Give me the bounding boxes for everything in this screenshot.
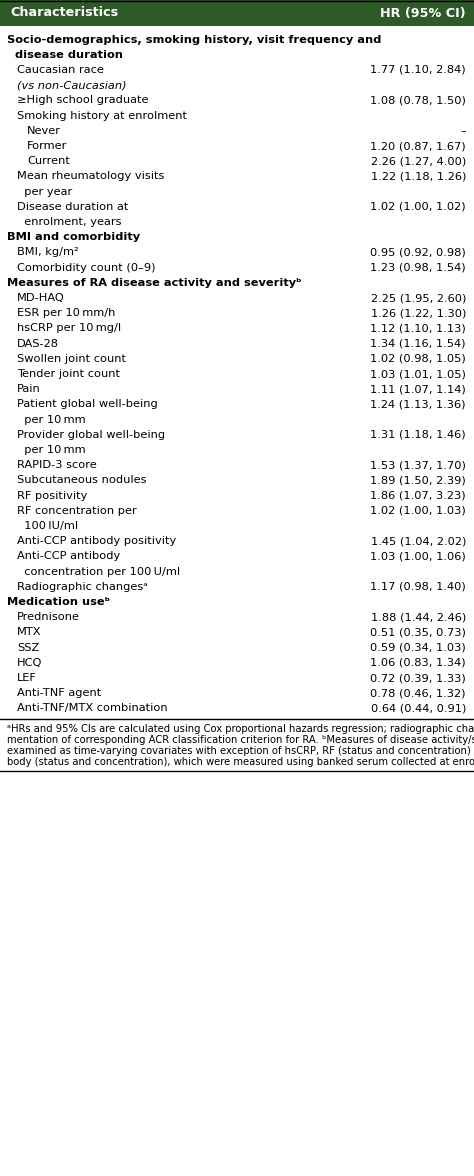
- Text: DAS-28: DAS-28: [17, 339, 59, 348]
- Text: per year: per year: [17, 187, 72, 196]
- Text: 1.45 (1.04, 2.02): 1.45 (1.04, 2.02): [371, 536, 466, 546]
- Text: Swollen joint count: Swollen joint count: [17, 354, 126, 363]
- Text: 1.24 (1.13, 1.36): 1.24 (1.13, 1.36): [371, 400, 466, 409]
- Text: Anti-TNF/MTX combination: Anti-TNF/MTX combination: [17, 703, 168, 714]
- Text: (vs non-Caucasian): (vs non-Caucasian): [17, 80, 127, 91]
- Text: 1.34 (1.16, 1.54): 1.34 (1.16, 1.54): [371, 339, 466, 348]
- Text: concentration per 100 U/ml: concentration per 100 U/ml: [17, 567, 180, 576]
- Text: BMI and comorbidity: BMI and comorbidity: [7, 232, 140, 242]
- Text: 0.51 (0.35, 0.73): 0.51 (0.35, 0.73): [370, 628, 466, 637]
- Text: SSZ: SSZ: [17, 642, 39, 653]
- Text: ≥High school graduate: ≥High school graduate: [17, 95, 148, 106]
- Text: RF concentration per: RF concentration per: [17, 506, 137, 516]
- Text: ESR per 10 mm/h: ESR per 10 mm/h: [17, 308, 115, 319]
- Text: Subcutaneous nodules: Subcutaneous nodules: [17, 475, 146, 486]
- Text: 0.78 (0.46, 1.32): 0.78 (0.46, 1.32): [371, 688, 466, 699]
- Text: 1.11 (1.07, 1.14): 1.11 (1.07, 1.14): [370, 385, 466, 394]
- Text: 1.17 (0.98, 1.40): 1.17 (0.98, 1.40): [370, 582, 466, 592]
- Text: ᵃHRs and 95% CIs are calculated using Cox proportional hazards regression; radio: ᵃHRs and 95% CIs are calculated using Co…: [7, 723, 474, 734]
- Text: Never: Never: [27, 126, 61, 135]
- Text: Socio-demographics, smoking history, visit frequency and: Socio-demographics, smoking history, vis…: [7, 34, 382, 45]
- Text: HR (95% CI): HR (95% CI): [380, 7, 466, 20]
- Text: 1.02 (0.98, 1.05): 1.02 (0.98, 1.05): [370, 354, 466, 363]
- Text: 0.95 (0.92, 0.98): 0.95 (0.92, 0.98): [370, 247, 466, 258]
- Text: Patient global well-being: Patient global well-being: [17, 400, 158, 409]
- Bar: [0, 0, 474, 26]
- Text: 1.20 (0.87, 1.67): 1.20 (0.87, 1.67): [370, 141, 466, 151]
- Text: 0.72 (0.39, 1.33): 0.72 (0.39, 1.33): [370, 673, 466, 683]
- Text: 1.89 (1.50, 2.39): 1.89 (1.50, 2.39): [370, 475, 466, 486]
- Text: enrolment, years: enrolment, years: [17, 218, 121, 227]
- Text: Tender joint count: Tender joint count: [17, 369, 120, 379]
- Text: 1.06 (0.83, 1.34): 1.06 (0.83, 1.34): [370, 657, 466, 668]
- Text: Medication useᵇ: Medication useᵇ: [7, 597, 110, 607]
- Text: 1.03 (1.01, 1.05): 1.03 (1.01, 1.05): [370, 369, 466, 379]
- Text: 1.31 (1.18, 1.46): 1.31 (1.18, 1.46): [370, 429, 466, 440]
- Text: examined as time-varying covariates with exception of hsCRP, RF (status and conc: examined as time-varying covariates with…: [7, 746, 474, 756]
- Text: 1.88 (1.44, 2.46): 1.88 (1.44, 2.46): [371, 613, 466, 622]
- Text: per 10 mm: per 10 mm: [17, 415, 86, 425]
- Text: 2.25 (1.95, 2.60): 2.25 (1.95, 2.60): [371, 293, 466, 303]
- Text: disease duration: disease duration: [7, 49, 123, 60]
- Text: Anti-CCP antibody: Anti-CCP antibody: [17, 552, 120, 561]
- Text: Disease duration at: Disease duration at: [17, 202, 128, 212]
- Text: Pain: Pain: [17, 385, 41, 394]
- Text: Smoking history at enrolment: Smoking history at enrolment: [17, 111, 187, 121]
- Text: 1.02 (1.00, 1.03): 1.02 (1.00, 1.03): [370, 506, 466, 516]
- Text: Anti-CCP antibody positivity: Anti-CCP antibody positivity: [17, 536, 176, 546]
- Text: –: –: [460, 126, 466, 135]
- Text: 1.02 (1.00, 1.02): 1.02 (1.00, 1.02): [370, 202, 466, 212]
- Text: 1.77 (1.10, 2.84): 1.77 (1.10, 2.84): [370, 65, 466, 75]
- Text: Mean rheumatology visits: Mean rheumatology visits: [17, 172, 164, 181]
- Text: Anti-TNF agent: Anti-TNF agent: [17, 688, 101, 699]
- Text: Comorbidity count (0–9): Comorbidity count (0–9): [17, 262, 155, 273]
- Text: HCQ: HCQ: [17, 657, 42, 668]
- Text: Caucasian race: Caucasian race: [17, 65, 104, 75]
- Text: 1.53 (1.37, 1.70): 1.53 (1.37, 1.70): [370, 460, 466, 470]
- Text: 1.26 (1.22, 1.30): 1.26 (1.22, 1.30): [371, 308, 466, 319]
- Text: per 10 mm: per 10 mm: [17, 445, 86, 455]
- Text: hsCRP per 10 mg/l: hsCRP per 10 mg/l: [17, 323, 121, 334]
- Text: Measures of RA disease activity and severityᵇ: Measures of RA disease activity and seve…: [7, 278, 301, 288]
- Text: 1.12 (1.10, 1.13): 1.12 (1.10, 1.13): [370, 323, 466, 334]
- Text: BMI, kg/m²: BMI, kg/m²: [17, 247, 79, 258]
- Text: LEF: LEF: [17, 673, 37, 683]
- Text: 1.22 (1.18, 1.26): 1.22 (1.18, 1.26): [371, 172, 466, 181]
- Text: body (status and concentration), which were measured using banked serum collecte: body (status and concentration), which w…: [7, 757, 474, 767]
- Text: Former: Former: [27, 141, 67, 151]
- Text: MD-HAQ: MD-HAQ: [17, 293, 65, 303]
- Text: 0.64 (0.44, 0.91): 0.64 (0.44, 0.91): [371, 703, 466, 714]
- Text: 100 IU/ml: 100 IU/ml: [17, 521, 78, 532]
- Text: Characteristics: Characteristics: [10, 7, 118, 20]
- Text: Radiographic changesᵃ: Radiographic changesᵃ: [17, 582, 147, 592]
- Text: Provider global well-being: Provider global well-being: [17, 429, 165, 440]
- Text: 0.59 (0.34, 1.03): 0.59 (0.34, 1.03): [370, 642, 466, 653]
- Text: 1.03 (1.00, 1.06): 1.03 (1.00, 1.06): [370, 552, 466, 561]
- Text: 1.08 (0.78, 1.50): 1.08 (0.78, 1.50): [370, 95, 466, 106]
- Text: 1.23 (0.98, 1.54): 1.23 (0.98, 1.54): [370, 262, 466, 273]
- Text: 2.26 (1.27, 4.00): 2.26 (1.27, 4.00): [371, 156, 466, 166]
- Text: RAPID-3 score: RAPID-3 score: [17, 460, 97, 470]
- Text: mentation of corresponding ACR classification criterion for RA. ᵇMeasures of dis: mentation of corresponding ACR classific…: [7, 735, 474, 744]
- Text: MTX: MTX: [17, 628, 42, 637]
- Text: Prednisone: Prednisone: [17, 613, 80, 622]
- Text: Current: Current: [27, 156, 70, 166]
- Text: RF positivity: RF positivity: [17, 490, 87, 501]
- Text: 1.86 (1.07, 3.23): 1.86 (1.07, 3.23): [370, 490, 466, 501]
